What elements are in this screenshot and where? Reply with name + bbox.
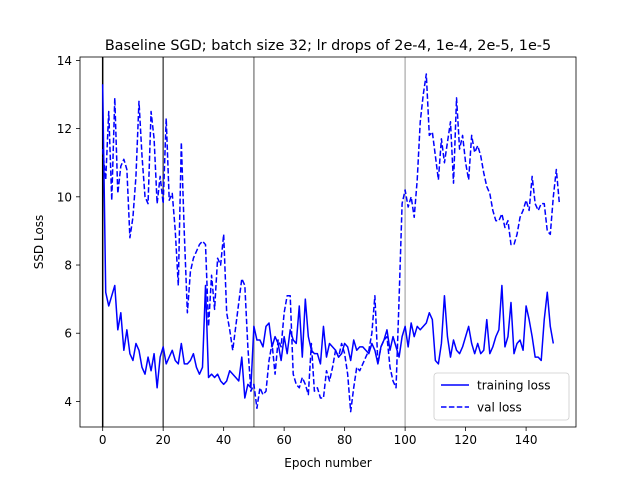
x-tick-label-40: 40: [216, 433, 231, 447]
series-layer: [101, 73, 561, 413]
legend-label-1: val loss: [477, 401, 522, 415]
legend-label-0: training loss: [477, 379, 550, 393]
vertical-lines: [101, 57, 406, 427]
y-tick-label-10: 10: [57, 190, 72, 204]
x-axis: 0 20 40 60 80 100 120 140: [99, 427, 538, 447]
x-tick-label-20: 20: [156, 433, 171, 447]
x-tick-label-0: 0: [99, 433, 107, 447]
x-tick-label-80: 80: [337, 433, 352, 447]
y-tick-label-12: 12: [57, 122, 72, 136]
y-tick-label-14: 14: [57, 54, 72, 68]
x-tick-label-120: 120: [454, 433, 477, 447]
y-axis-label: SSD Loss: [32, 215, 46, 270]
x-tick-label-60: 60: [277, 433, 292, 447]
y-tick-label-4: 4: [64, 395, 72, 409]
y-axis: 4 6 8 10 12 14: [57, 54, 80, 409]
series-line-1: [101, 73, 561, 413]
y-tick-label-8: 8: [64, 259, 72, 273]
legend: training loss val loss: [433, 372, 570, 421]
x-tick-label-140: 140: [515, 433, 538, 447]
y-tick-label-6: 6: [64, 327, 72, 341]
x-axis-label: Epoch number: [284, 456, 371, 470]
plot-frame: [79, 56, 577, 428]
series-line-0: [101, 84, 555, 399]
chart-title: Baseline SGD; batch size 32; lr drops of…: [105, 38, 551, 54]
x-tick-label-100: 100: [394, 433, 417, 447]
